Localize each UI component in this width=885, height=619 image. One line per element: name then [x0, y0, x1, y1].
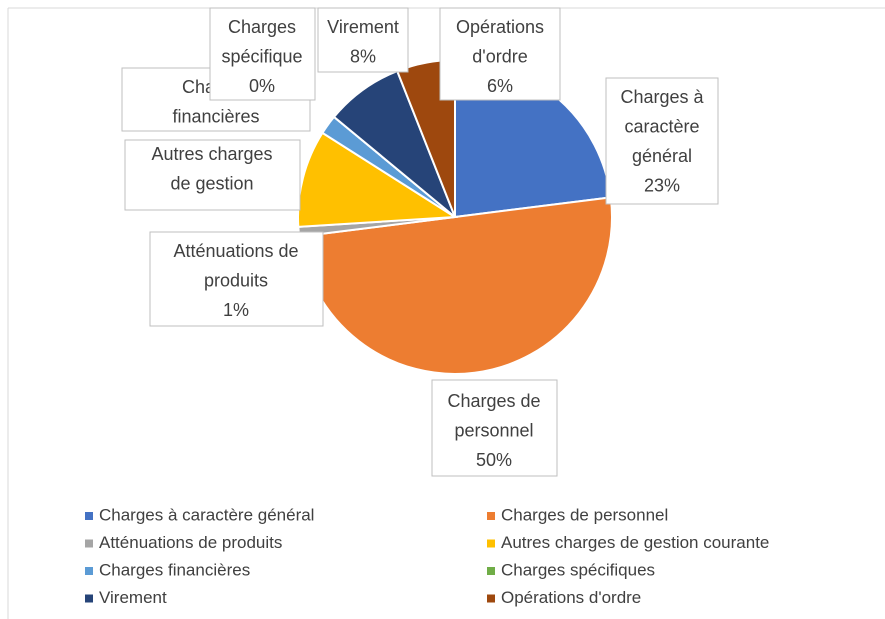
callout-box: [317, 7, 409, 73]
data-label-name: produits: [204, 270, 268, 290]
legend-label: Charges spécifiques: [501, 560, 655, 579]
legend-label: Charges à caractère général: [99, 505, 314, 524]
legend-swatch: [487, 594, 495, 603]
data-label-name: personnel: [454, 420, 533, 440]
data-label-name: financières: [172, 106, 259, 126]
legend-swatch: [85, 512, 93, 520]
callout-box: [209, 7, 316, 101]
legend-label: Charges de personnel: [501, 505, 668, 524]
callout-box: [431, 379, 558, 477]
data-label-name: Atténuations de: [173, 241, 298, 261]
data-label-name: spécifique: [221, 46, 302, 66]
legend-swatch: [487, 567, 495, 575]
data-label-name: caractère: [624, 116, 699, 136]
legend-swatch: [85, 567, 93, 575]
callout-box: [124, 139, 301, 211]
data-label: 1%: [223, 300, 249, 320]
legend-label: Virement: [99, 588, 167, 607]
data-label-name: Autres charges: [151, 144, 272, 164]
data-label-name: général: [632, 146, 692, 166]
legend-swatch: [85, 539, 93, 548]
data-label-name: Opérations: [456, 17, 544, 37]
callout-box: [605, 77, 719, 205]
data-label-name: Charges: [228, 17, 296, 37]
callout-box: [439, 7, 561, 101]
data-label: 50%: [476, 450, 512, 470]
data-label: 8%: [350, 46, 376, 66]
legend-label: Autres charges de gestion courante: [501, 533, 769, 552]
data-label: 0%: [249, 76, 275, 96]
data-label-name: Virement: [327, 17, 399, 37]
legend-swatch: [487, 512, 495, 520]
data-label: 6%: [487, 76, 513, 96]
legend-label: Atténuations de produits: [99, 533, 282, 552]
data-label-name: Charges de: [447, 391, 540, 411]
callout-box: [149, 231, 324, 327]
legend-swatch: [487, 539, 495, 548]
pie-slice: [297, 131, 459, 228]
data-label: 23%: [644, 175, 680, 195]
data-label-name: d'ordre: [472, 46, 527, 66]
data-label-name: de gestion: [170, 173, 253, 193]
legend-label: Opérations d'ordre: [501, 588, 641, 607]
legend-swatch: [85, 594, 93, 603]
data-label-name: Charges à: [620, 87, 704, 107]
legend-label: Charges financières: [99, 560, 250, 579]
